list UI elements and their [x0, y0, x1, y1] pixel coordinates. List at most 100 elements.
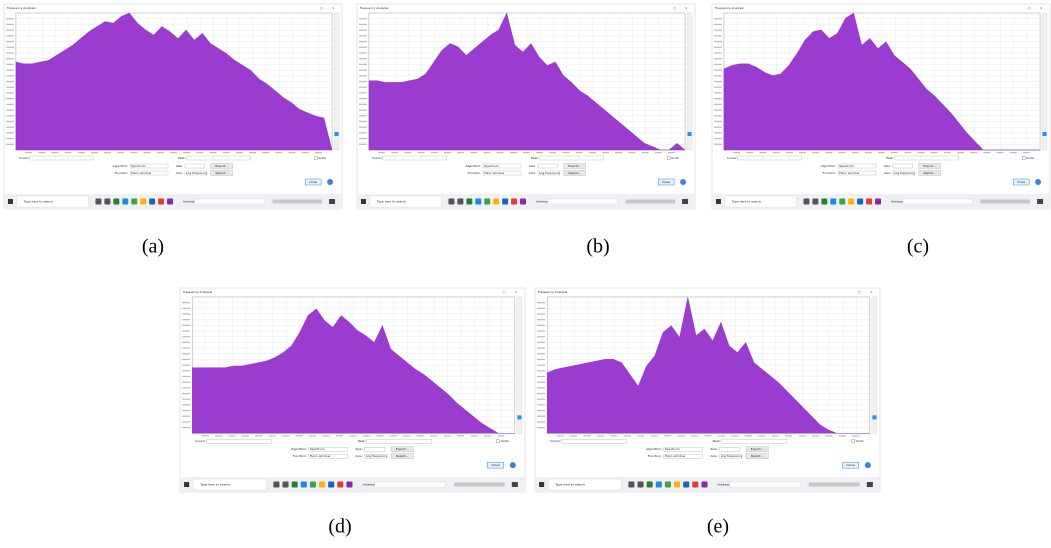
notification-icon[interactable] — [1037, 199, 1043, 204]
scrollbar[interactable] — [687, 13, 692, 150]
taskbar-icon[interactable] — [656, 482, 662, 488]
x-axis-label — [404, 152, 411, 153]
scroll-handle[interactable] — [335, 132, 339, 136]
taskbar-icon[interactable] — [683, 482, 689, 488]
taskbar-icon[interactable] — [674, 482, 680, 488]
address-field[interactable] — [195, 199, 265, 204]
taskbar-icon[interactable] — [104, 199, 110, 205]
taskbar-icon[interactable] — [821, 199, 827, 205]
replot-label: Replot... — [924, 171, 936, 175]
taskbar-icon[interactable] — [122, 199, 128, 205]
size-select[interactable] — [720, 447, 740, 451]
notification-icon[interactable] — [512, 482, 518, 487]
taskbar-icon[interactable] — [848, 199, 854, 205]
size-select[interactable] — [538, 164, 558, 168]
maximize-button[interactable]: □ — [673, 6, 676, 10]
help-button[interactable] — [327, 179, 333, 185]
taskbar-icon[interactable] — [475, 199, 481, 205]
taskbar-icon[interactable] — [273, 482, 279, 488]
taskbar-icon[interactable] — [830, 199, 836, 205]
x-axis-label — [403, 435, 410, 436]
grids-checkbox[interactable] — [314, 157, 317, 160]
grids-checkbox[interactable] — [497, 440, 500, 443]
taskbar-icon[interactable] — [346, 482, 352, 488]
scroll-handle[interactable] — [688, 132, 692, 136]
scrollbar[interactable] — [517, 297, 522, 433]
taskbar-icon[interactable] — [692, 482, 698, 488]
taskbar-icon[interactable] — [319, 482, 325, 488]
taskbar-icon[interactable] — [857, 199, 863, 205]
start-button[interactable] — [539, 482, 544, 487]
screenshot: Frequency Analysis□×Cursor:Peak:GridsAlg… — [180, 288, 525, 492]
address-field[interactable] — [903, 199, 973, 204]
start-button[interactable] — [716, 199, 721, 204]
x-axis-label — [931, 152, 938, 153]
taskbar-icon[interactable] — [866, 199, 872, 205]
scrollbar[interactable] — [872, 297, 877, 433]
taskbar-icon[interactable] — [140, 199, 146, 205]
taskbar-icon[interactable] — [812, 199, 818, 205]
start-button[interactable] — [184, 482, 189, 487]
taskbar-icon[interactable] — [301, 482, 307, 488]
taskbar-icon[interactable] — [493, 199, 499, 205]
taskbar-icon[interactable] — [131, 199, 137, 205]
address-field[interactable] — [375, 482, 446, 487]
grids-checkbox[interactable] — [667, 157, 670, 160]
maximize-button[interactable]: □ — [320, 6, 323, 10]
scroll-handle[interactable] — [1043, 132, 1047, 136]
notification-icon[interactable] — [682, 199, 688, 204]
taskbar-icon[interactable] — [520, 199, 526, 205]
help-button[interactable] — [680, 179, 686, 185]
scroll-handle[interactable] — [872, 415, 876, 419]
x-axis-label — [825, 152, 832, 153]
start-button[interactable] — [8, 199, 13, 204]
size-select[interactable] — [185, 164, 205, 168]
taskbar-icon[interactable] — [803, 199, 809, 205]
taskbar-icon[interactable] — [95, 199, 101, 205]
taskbar-icon[interactable] — [113, 199, 119, 205]
taskbar-icon[interactable] — [511, 199, 517, 205]
help-button[interactable] — [865, 462, 871, 468]
address-field[interactable] — [548, 199, 618, 204]
taskbar-icon[interactable] — [448, 199, 454, 205]
taskbar-icon[interactable] — [328, 482, 334, 488]
taskbar-icon[interactable] — [457, 199, 463, 205]
taskbar-icon[interactable] — [665, 482, 671, 488]
maximize-button[interactable]: □ — [1028, 6, 1031, 10]
size-select[interactable] — [365, 447, 385, 451]
grids-checkbox[interactable] — [1022, 157, 1025, 160]
help-button[interactable] — [1035, 179, 1041, 185]
taskbar-icon[interactable] — [628, 482, 634, 488]
help-button[interactable] — [510, 462, 516, 468]
taskbar-icon[interactable] — [292, 482, 298, 488]
taskbar-icon[interactable] — [701, 482, 707, 488]
grids-checkbox[interactable] — [852, 440, 855, 443]
taskbar-icon[interactable] — [337, 482, 343, 488]
y-axis-label — [714, 24, 722, 25]
y-axis-label — [6, 58, 14, 59]
taskbar-icon[interactable] — [484, 199, 490, 205]
taskbar-icon[interactable] — [502, 199, 508, 205]
notification-icon[interactable] — [329, 199, 335, 204]
taskbar-icon[interactable] — [149, 199, 155, 205]
taskbar-icon[interactable] — [158, 199, 164, 205]
scrollbar[interactable] — [1042, 13, 1047, 150]
start-button[interactable] — [361, 199, 366, 204]
taskbar-icon[interactable] — [466, 199, 472, 205]
taskbar-icon[interactable] — [310, 482, 316, 488]
notification-icon[interactable] — [867, 482, 873, 487]
size-select[interactable] — [893, 164, 913, 168]
maximize-button[interactable]: □ — [503, 290, 506, 294]
taskbar-icon[interactable] — [282, 482, 288, 488]
scrollbar[interactable] — [334, 13, 339, 150]
taskbar-icon[interactable] — [167, 199, 173, 205]
maximize-button[interactable]: □ — [858, 290, 861, 294]
taskbar-icon[interactable] — [647, 482, 653, 488]
y-axis-label — [359, 18, 367, 19]
scroll-handle[interactable] — [517, 415, 521, 419]
taskbar-icon[interactable] — [637, 482, 643, 488]
peak-label: Peak: — [178, 156, 186, 160]
taskbar-icon[interactable] — [839, 199, 845, 205]
address-field[interactable] — [730, 482, 801, 487]
taskbar-icon[interactable] — [875, 199, 881, 205]
